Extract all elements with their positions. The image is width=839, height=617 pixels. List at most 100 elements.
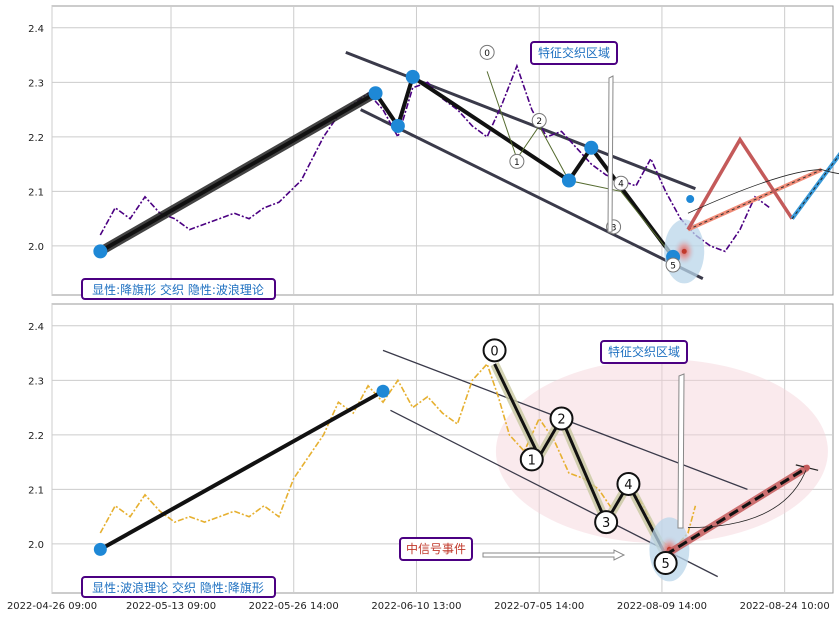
bottom-zigzag-line bbox=[99, 389, 384, 552]
bottom-feature-box-frame bbox=[600, 340, 688, 364]
top-wave-label-text: 0 bbox=[484, 49, 490, 59]
bottom-event-arrow bbox=[482, 549, 626, 561]
bottom-feature-box: 特征交织区域 bbox=[600, 340, 688, 364]
bottom-x-tick-label: 2022-06-10 13:00 bbox=[371, 601, 461, 612]
bottom-y-tick-label: 2.0 bbox=[28, 540, 44, 551]
top-wave-label: 2 bbox=[531, 113, 547, 129]
top-price-series bbox=[99, 63, 771, 253]
bottom-wave-label-text: 2 bbox=[557, 413, 565, 428]
bottom-wave-label-text: 5 bbox=[662, 557, 670, 572]
top-wave-label: 1 bbox=[509, 153, 525, 169]
bottom-wave-label-circle bbox=[549, 406, 574, 431]
top-feature-box-frame bbox=[530, 41, 618, 65]
bottom-feature-arrow bbox=[677, 373, 685, 529]
top-proj-salmon-dash bbox=[687, 169, 823, 231]
bottom-x-tick-label: 2022-04-26 09:00 bbox=[7, 601, 97, 612]
top-marks: 0 1 2 3 4 5 bbox=[93, 44, 839, 284]
top-pivot-point bbox=[93, 244, 108, 259]
bottom-pattern-label-box: 显性:波浪理论 交织 隐性:降旗形 bbox=[81, 576, 276, 598]
top-pattern-label-frame bbox=[81, 278, 276, 300]
bottom-price-series bbox=[99, 362, 697, 551]
bottom-wave-label-circle bbox=[519, 447, 544, 472]
top-wave-label-circle bbox=[665, 257, 681, 273]
top-wave-label-circle bbox=[509, 153, 525, 169]
top-pivot-point bbox=[405, 69, 420, 84]
top-wave-label-text: 3 bbox=[611, 223, 617, 233]
bottom-wave-label-circle bbox=[482, 338, 507, 363]
bottom-wave-label: 3 bbox=[594, 510, 619, 535]
bottom-x-tick-label: 2022-08-09 14:00 bbox=[617, 601, 707, 612]
top-wave-label: 0 bbox=[479, 44, 495, 60]
bottom-panel: 2.0 2.1 2.2 2.3 2.4 2022-04-26 09:00 2022-05-… bbox=[7, 303, 834, 612]
top-feature-box: 特征交织区域 bbox=[530, 41, 618, 65]
top-pivot-point bbox=[584, 140, 599, 155]
bottom-x-ticks: 2022-04-26 09:00 2022-05-13 09:00 2022-05-… bbox=[7, 601, 830, 612]
bottom-wave-label: 2 bbox=[549, 406, 574, 431]
bottom-proj-dash bbox=[664, 466, 808, 557]
top-y-tick-label: 2.0 bbox=[28, 242, 44, 253]
bottom-y-tick-label: 2.1 bbox=[28, 485, 44, 496]
bottom-y-tick-label: 2.3 bbox=[28, 376, 44, 387]
bottom-pivot-point bbox=[376, 384, 390, 398]
top-proj-red bbox=[686, 136, 794, 231]
bottom-wave-label-text: 3 bbox=[602, 516, 610, 531]
bottom-wave-label-text: 1 bbox=[528, 453, 536, 468]
bottom-proj-arc bbox=[687, 467, 808, 528]
top-proj-arc-1 bbox=[687, 169, 822, 214]
bottom-y-tick-label: 2.4 bbox=[28, 322, 44, 333]
top-wave-label-circle bbox=[479, 44, 495, 60]
bottom-wave-label-circle bbox=[594, 510, 619, 535]
bottom-wave-label: 0 bbox=[482, 338, 507, 363]
top-panel: 2.0 2.1 2.2 2.3 2.4 0 1 2 3 4 5 特征交织区域 显性:降旗形 交织 … bbox=[28, 5, 839, 300]
bottom-event-box-frame bbox=[399, 537, 473, 561]
top-y-tick-label: 2.4 bbox=[28, 24, 44, 35]
bottom-wave-label-text: 0 bbox=[490, 344, 498, 359]
bottom-wave-label-text: 4 bbox=[624, 478, 632, 493]
top-wave-label: 5 bbox=[665, 257, 681, 273]
top-channel-line bbox=[345, 50, 696, 191]
top-wave-label: 4 bbox=[613, 175, 629, 191]
bottom-wave-label: 5 bbox=[653, 551, 678, 576]
bottom-y-tick-label: 2.2 bbox=[28, 431, 44, 442]
bottom-x-tick-label: 2022-05-26 14:00 bbox=[249, 601, 339, 612]
top-pivot-point bbox=[390, 118, 405, 133]
bottom-pattern-label-frame bbox=[81, 576, 276, 598]
top-proj-blue bbox=[790, 151, 839, 220]
bottom-event-box-text: 中信号事件 bbox=[406, 541, 466, 556]
top-feature-arrow bbox=[607, 75, 614, 233]
bottom-wave-path bbox=[493, 363, 667, 556]
bottom-feature-box-text: 特征交织区域 bbox=[608, 344, 680, 359]
bottom-wave-label-circle bbox=[653, 551, 678, 576]
bottom-wave-label: 1 bbox=[519, 447, 544, 472]
top-pivot-point bbox=[368, 86, 383, 101]
top-wave-label-text: 1 bbox=[514, 158, 520, 168]
bottom-marks: 0 1 2 3 4 5 bbox=[93, 338, 828, 582]
bottom-y-ticks: 2.0 2.1 2.2 2.3 2.4 bbox=[28, 322, 44, 551]
bottom-pivot-point bbox=[93, 542, 107, 556]
top-y-ticks: 2.0 2.1 2.2 2.3 2.4 bbox=[28, 24, 44, 253]
top-wave-label-text: 2 bbox=[536, 117, 542, 127]
top-hotspot-dot bbox=[681, 248, 687, 254]
top-pivot-point bbox=[561, 173, 576, 188]
bottom-feature-ellipse bbox=[495, 359, 828, 544]
top-wave-label-circle bbox=[531, 113, 547, 129]
top-y-tick-label: 2.2 bbox=[28, 133, 44, 144]
top-y-tick-label: 2.3 bbox=[28, 78, 44, 89]
top-proj-start-dot bbox=[686, 195, 695, 204]
top-wave-label-text: 5 bbox=[670, 262, 676, 272]
bottom-x-tick-label: 2022-08-24 10:00 bbox=[740, 601, 830, 612]
bottom-wave-label: 4 bbox=[616, 471, 641, 496]
bottom-x-tick-label: 2022-05-13 09:00 bbox=[126, 601, 216, 612]
bottom-proj-end-dot bbox=[803, 464, 810, 471]
bottom-event-box: 中信号事件 bbox=[399, 537, 473, 561]
bottom-x-tick-label: 2022-07-05 14:00 bbox=[494, 601, 584, 612]
bottom-pattern-label-text: 显性:波浪理论 交织 隐性:降旗形 bbox=[92, 580, 264, 595]
top-channel-line bbox=[360, 108, 704, 280]
top-wave-label-circle bbox=[613, 175, 629, 191]
top-feature-box-text: 特征交织区域 bbox=[538, 45, 610, 60]
bottom-wave-label-circle bbox=[616, 471, 641, 496]
top-y-tick-label: 2.1 bbox=[28, 187, 44, 198]
top-pattern-label-text: 显性:降旗形 交织 隐性:波浪理论 bbox=[92, 282, 264, 297]
